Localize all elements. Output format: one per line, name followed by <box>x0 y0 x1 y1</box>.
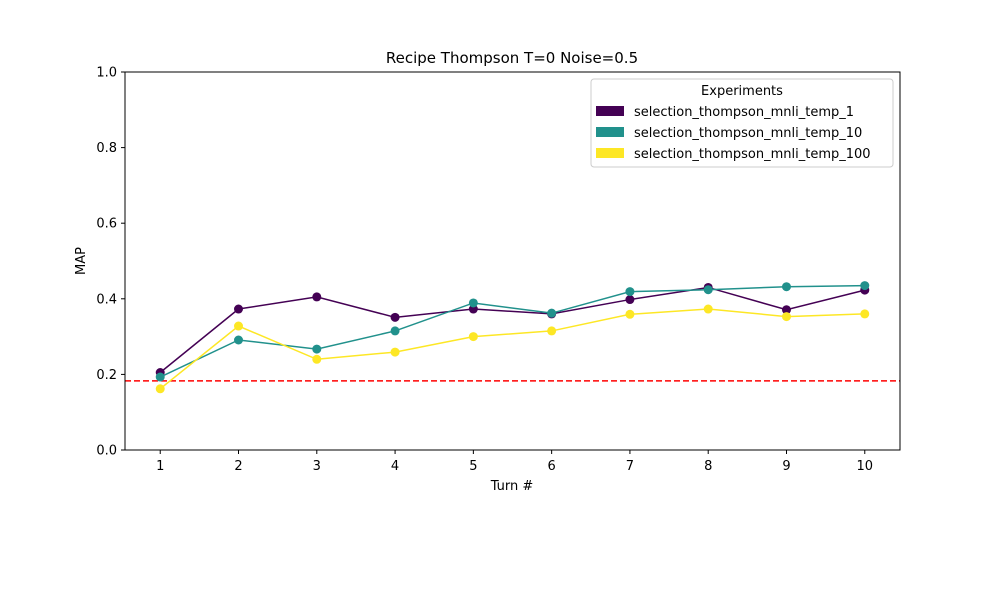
legend-swatch-2 <box>596 127 624 137</box>
x-tick-label-1: 1 <box>156 459 164 474</box>
x-tick-label-6: 6 <box>548 459 556 474</box>
plot-frame <box>124 71 901 451</box>
y-tick-label-0: 0.0 <box>96 444 117 459</box>
legend-swatch-3 <box>596 148 624 158</box>
x-axis-label: Turn # <box>490 479 534 494</box>
data-point-s2-4 <box>390 326 400 336</box>
data-point-s3-9 <box>781 312 791 322</box>
data-point-s3-10 <box>860 309 870 319</box>
x-tick-label-7: 7 <box>626 459 634 474</box>
x-tick-label-4: 4 <box>391 459 399 474</box>
data-point-s2-2 <box>234 335 244 345</box>
data-point-s2-9 <box>781 282 791 292</box>
legend-title: Experiments <box>701 84 783 99</box>
y-tick-label-5: 1.0 <box>96 66 117 81</box>
x-tick-label-3: 3 <box>313 459 321 474</box>
x-tick-label-2: 2 <box>234 459 242 474</box>
x-tick-label-9: 9 <box>782 459 790 474</box>
data-point-s1-7 <box>625 295 635 305</box>
series-line-3 <box>159 308 865 390</box>
chart-title: Recipe Thompson T=0 Noise=0.5 <box>386 49 638 67</box>
data-point-s2-3 <box>312 344 322 354</box>
data-point-s2-8 <box>703 285 713 295</box>
legend-entries: selection_thompson_mnli_temp_1 selection_… <box>596 105 871 162</box>
legend-swatch-1 <box>596 106 624 116</box>
axes: 1 2 3 4 5 6 7 8 9 10 0.0 0.2 0.4 0.6 0.8 1.0 <box>96 66 873 475</box>
y-tick-label-2: 0.4 <box>96 292 117 307</box>
legend-label-2: selection_thompson_mnli_temp_10 <box>634 126 862 141</box>
x-tick-label-10: 10 <box>856 459 873 474</box>
data-point-s3-1 <box>155 384 165 394</box>
y-tick-label-1: 0.2 <box>96 368 117 383</box>
data-point-s3-7 <box>625 309 635 319</box>
data-point-s2-7 <box>625 287 635 297</box>
data-point-s3-3 <box>312 354 322 364</box>
data-point-s2-1 <box>155 372 165 382</box>
data-point-s3-8 <box>703 304 713 314</box>
series-line-2 <box>159 284 865 378</box>
x-tick-label-5: 5 <box>469 459 477 474</box>
legend: Experiments selection_thompson_mnli_temp… <box>590 78 894 168</box>
series-line-1 <box>159 286 865 374</box>
data-point-s3-6 <box>547 326 557 336</box>
plot-area <box>125 281 900 394</box>
data-point-s1-2 <box>234 304 244 314</box>
data-point-s2-6 <box>547 308 557 318</box>
y-axis-label: MAP <box>74 247 89 275</box>
x-tick-label-8: 8 <box>704 459 712 474</box>
legend-label-1: selection_thompson_mnli_temp_1 <box>634 105 854 120</box>
data-point-s3-2 <box>234 321 244 331</box>
data-point-s1-3 <box>312 292 322 302</box>
legend-label-3: selection_thompson_mnli_temp_100 <box>634 147 871 162</box>
data-point-s1-9 <box>781 305 791 315</box>
legend-box <box>590 78 894 168</box>
data-point-s1-4 <box>390 312 400 322</box>
y-tick-label-3: 0.6 <box>96 217 117 232</box>
data-point-s3-4 <box>390 347 400 357</box>
data-point-s2-5 <box>468 298 478 308</box>
data-point-s3-5 <box>468 332 478 342</box>
data-point-s2-10 <box>860 281 870 291</box>
y-tick-label-4: 0.8 <box>96 141 117 156</box>
